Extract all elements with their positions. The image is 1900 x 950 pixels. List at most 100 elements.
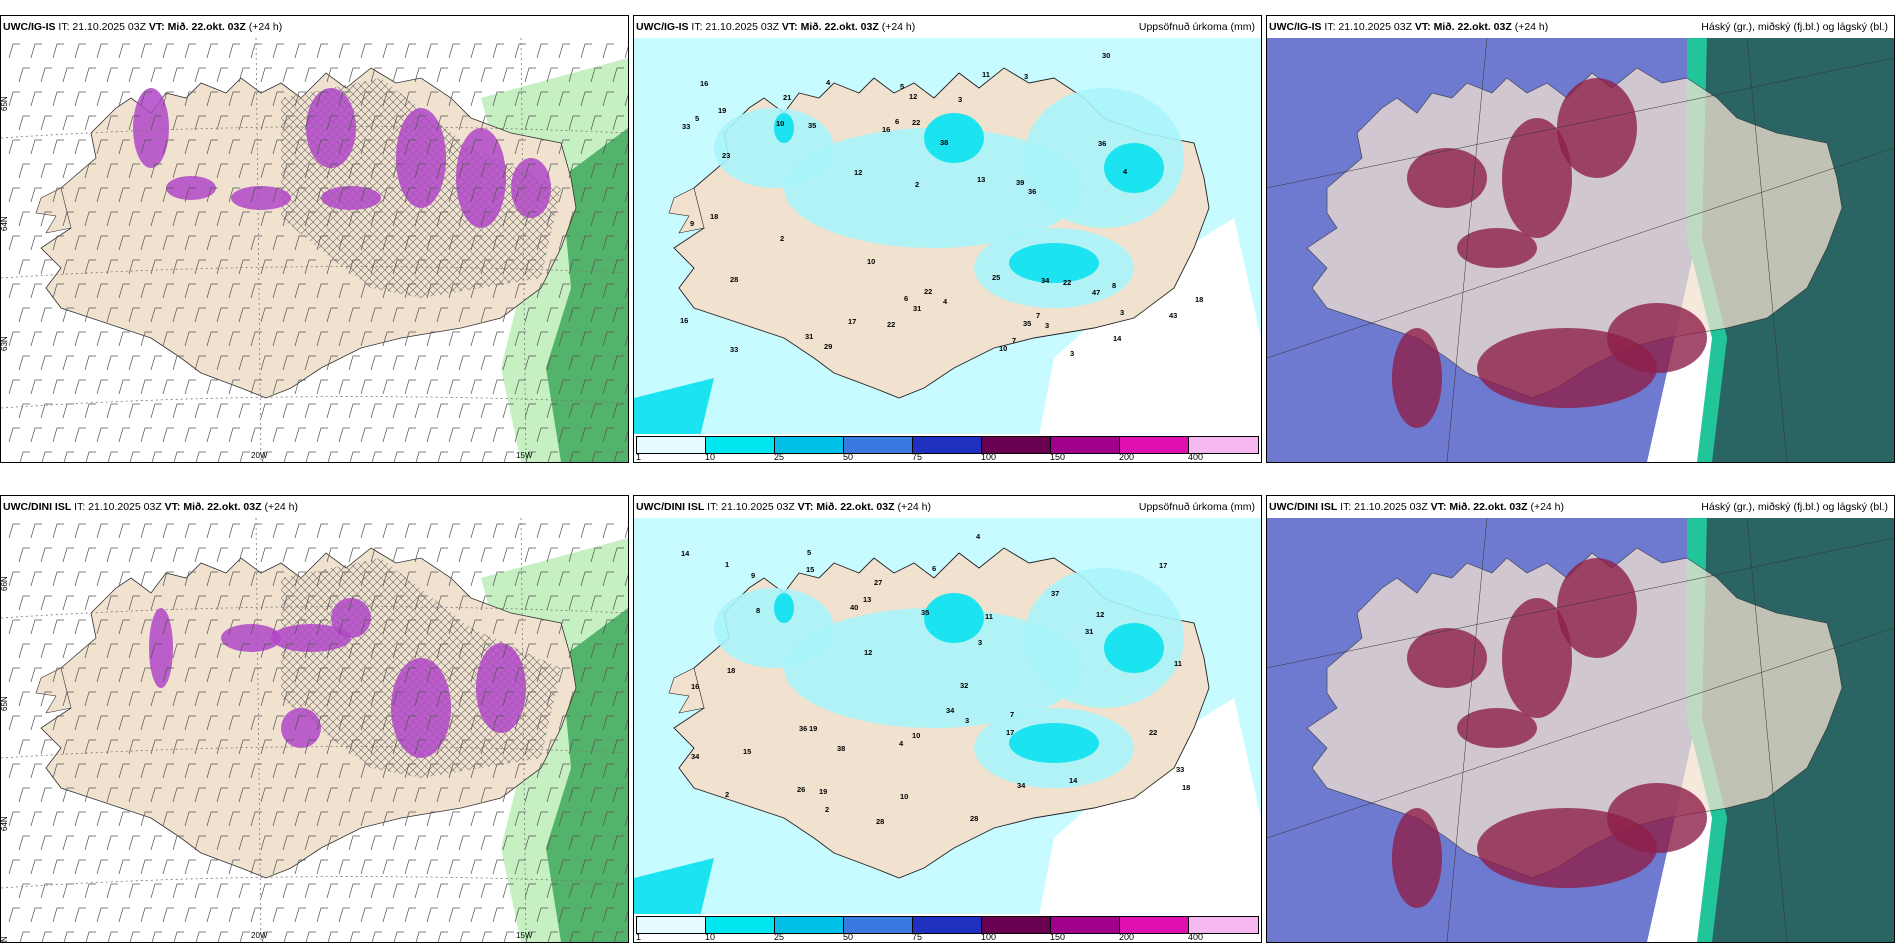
- precip-legend: 1 10 25 50 75 100 150 200 400: [634, 434, 1261, 462]
- precip-map: 3519112644310312394734333522221614162531…: [634, 38, 1261, 462]
- legend-swatches: [636, 436, 1259, 454]
- precip-value: 22: [912, 118, 920, 127]
- panel-title-right: Uppsöfnuð úrkoma (mm): [1138, 501, 1255, 513]
- precip-value: 8: [756, 606, 760, 615]
- precip-value: 12: [864, 648, 872, 657]
- precip-value: 16: [882, 125, 890, 134]
- precip-value: 47: [1092, 288, 1100, 297]
- panel-wind-dini: UWC/DINI ISL IT: 21.10.2025 03Z VT: Mið.…: [0, 495, 629, 943]
- panel-wind-ig: UWC/IG-IS IT: 21.10.2025 03Z VT: Mið. 22…: [0, 15, 629, 463]
- legend-swatch: [1189, 917, 1258, 933]
- precip-area-heavy: [1104, 623, 1164, 673]
- precip-value: 34: [1017, 781, 1026, 790]
- panel-title-right: Háský (gr.), miðský (fj.bl.) og lágský (…: [1701, 21, 1888, 33]
- graticule: [1, 38, 628, 462]
- precip-value: 10: [999, 344, 1007, 353]
- legend-swatch: [913, 437, 982, 453]
- panel-cloud-ig: UWC/IG-IS IT: 21.10.2025 03Z VT: Mið. 22…: [1266, 15, 1895, 463]
- precip-value: 4: [1123, 167, 1128, 176]
- legend-swatch: [844, 437, 913, 453]
- precip-value: 28: [876, 817, 884, 826]
- lon-label: 20W: [251, 451, 268, 460]
- precip-value: 8: [1112, 281, 1116, 290]
- wind-map: 66N 65N 64N 63N 20W 15W: [1, 518, 628, 942]
- legend-label: 200: [1119, 932, 1135, 942]
- graticule: [1, 518, 628, 942]
- dry-area: [1034, 698, 1261, 942]
- precip-area-heavy: [1104, 143, 1164, 193]
- precip-value: 36: [1098, 139, 1106, 148]
- precip-value: 7: [1012, 336, 1016, 345]
- precip-value: 12: [854, 168, 862, 177]
- legend-swatch: [706, 437, 775, 453]
- precip-value: 22: [887, 320, 895, 329]
- precip-blob: [476, 643, 526, 733]
- legend-label: 50: [843, 932, 854, 942]
- precip-value: 33: [730, 345, 738, 354]
- precip-value: 26: [797, 785, 805, 794]
- precip-value: 12: [909, 92, 917, 101]
- legend-label: 75: [912, 932, 923, 942]
- precip-area: [784, 128, 1084, 248]
- precip-value: 31: [913, 304, 921, 313]
- cloud-map: [1267, 518, 1894, 942]
- legend-label: 1: [636, 932, 642, 942]
- precip-area-heavy: [924, 593, 984, 643]
- precip-value: 38: [940, 138, 948, 147]
- legend-swatch: [1051, 437, 1120, 453]
- lat-label: 65N: [1, 96, 9, 111]
- legend-label: 10: [705, 932, 716, 942]
- precip-area-heavy: [774, 113, 794, 143]
- legend-swatches: [636, 916, 1259, 934]
- precip-area-heavy: [924, 113, 984, 163]
- low-cloud: [1557, 558, 1637, 658]
- precip-value: 9: [690, 219, 694, 228]
- legend-label: 10: [705, 452, 716, 462]
- precip-value: 7: [1010, 710, 1014, 719]
- panel-header: UWC/DINI ISL IT: 21.10.2025 03Z VT: Mið.…: [1, 496, 628, 518]
- precip-value: 5: [900, 82, 904, 91]
- precip-value: 6: [932, 564, 936, 573]
- precip-value: 6: [904, 294, 908, 303]
- low-cloud: [1607, 303, 1707, 373]
- legend-label: 25: [774, 932, 785, 942]
- precip-value: 14: [1069, 776, 1078, 785]
- wind-map: 65N 64N 63N 20W 15W: [1, 38, 628, 462]
- precip-value: 22: [1063, 278, 1071, 287]
- precip-value: 33: [682, 122, 690, 131]
- low-cloud: [1502, 598, 1572, 718]
- precip-value: 2: [725, 790, 729, 799]
- precip-value: 35: [808, 121, 816, 130]
- precip-value: 38: [837, 744, 845, 753]
- precip-value: 12: [1096, 610, 1104, 619]
- panel-precip-dini: UWC/DINI ISL IT: 21.10.2025 03Z VT: Mið.…: [633, 495, 1262, 943]
- legend-swatch: [982, 917, 1051, 933]
- precip-value: 22: [924, 287, 932, 296]
- legend-swatch: [1189, 437, 1258, 453]
- precip-value: 3: [958, 95, 962, 104]
- graticule: [1267, 38, 1894, 462]
- legend-label: 100: [981, 932, 997, 942]
- precip-area: [714, 588, 834, 668]
- precip-value: 10: [900, 792, 908, 801]
- low-cloud: [1457, 708, 1537, 748]
- panel-cloud-dini: UWC/DINI ISL IT: 21.10.2025 03Z VT: Mið.…: [1266, 495, 1895, 943]
- precip-value: 39: [1016, 178, 1024, 187]
- westfjords: [668, 187, 705, 234]
- legend-label: 1: [636, 452, 642, 462]
- low-cloud: [1392, 328, 1442, 428]
- precip-value: 27: [874, 578, 882, 587]
- panel-title-right: Uppsöfnuð úrkoma (mm): [1138, 21, 1255, 33]
- precip-legend: 1 10 25 50 75 100 150 200 400: [634, 914, 1261, 942]
- precip-value: 18: [1195, 295, 1203, 304]
- lon-label: 15W: [516, 931, 533, 940]
- lon-label: 15W: [516, 451, 533, 460]
- precip-value: 16: [680, 316, 688, 325]
- wind-barbs: [8, 43, 628, 462]
- precip-value: 25: [992, 273, 1000, 282]
- precip-value: 10: [912, 731, 920, 740]
- precip-value: 2: [825, 805, 829, 814]
- legend-swatch: [844, 917, 913, 933]
- precip-value: 4: [976, 532, 981, 541]
- precip-value: 17: [848, 317, 856, 326]
